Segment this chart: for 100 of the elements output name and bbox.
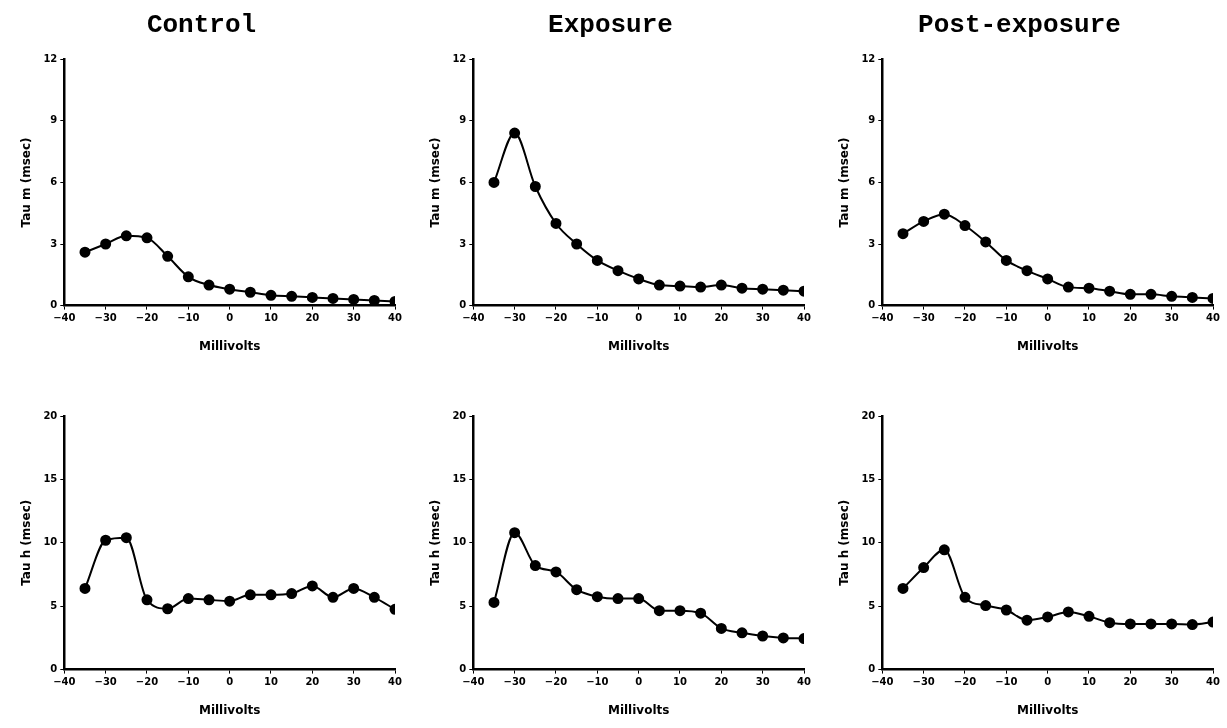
x-axis-title: Millivolts: [198, 702, 261, 717]
x-tick-label: 40: [797, 312, 811, 324]
point: [1166, 618, 1178, 630]
point: [715, 279, 727, 291]
x-tick-label: 10: [673, 676, 687, 688]
point: [488, 176, 500, 188]
point: [571, 584, 583, 596]
y-tick-label: 0: [459, 299, 467, 311]
y-tick-label: 15: [43, 472, 58, 484]
x-tick-label: −40: [871, 312, 894, 324]
x-tick-label: 30: [755, 312, 770, 324]
y-tick-label: 0: [50, 299, 58, 311]
x-tick-label: 20: [714, 676, 729, 688]
y-tick-label: 3: [50, 237, 58, 249]
x-tick-label: −20: [135, 312, 159, 324]
x-tick-label: −30: [94, 676, 117, 688]
point: [348, 582, 360, 594]
point: [162, 603, 174, 615]
point: [571, 238, 583, 250]
chart-title: Post-exposure: [918, 10, 1121, 41]
point: [529, 560, 541, 572]
x-tick-label: 10: [1082, 312, 1096, 324]
point: [141, 594, 153, 606]
x-tick-label: −20: [135, 676, 159, 688]
point: [1042, 273, 1054, 285]
point: [141, 232, 153, 244]
x-tick-label: 10: [1082, 676, 1096, 688]
x-tick-label: −30: [503, 312, 526, 324]
y-axis-title: Tau h (msec): [428, 499, 443, 586]
point: [674, 605, 686, 617]
point: [203, 279, 215, 291]
point: [695, 607, 707, 619]
point: [244, 589, 256, 601]
y-tick-label: 9: [868, 114, 876, 126]
y-tick-label: 5: [459, 599, 467, 611]
x-tick-label: −40: [462, 312, 485, 324]
x-tick-label: 40: [1206, 676, 1220, 688]
x-tick-label: 0: [226, 676, 234, 688]
x-tick-label: −10: [586, 676, 609, 688]
y-tick-label: 6: [50, 175, 58, 187]
point: [120, 230, 132, 242]
point: [1104, 617, 1116, 629]
point: [612, 593, 624, 605]
point: [306, 580, 318, 592]
y-axis-title: Tau h (msec): [837, 499, 852, 586]
x-tick-label: −20: [953, 312, 977, 324]
point: [980, 236, 992, 248]
point: [959, 591, 971, 603]
x-tick-label: −40: [462, 676, 485, 688]
x-tick-label: −10: [586, 312, 609, 324]
point: [529, 181, 541, 193]
x-tick-label: −10: [995, 312, 1018, 324]
x-tick-label: 40: [388, 312, 402, 324]
point: [1062, 606, 1074, 618]
x-tick-label: −10: [995, 676, 1018, 688]
point: [244, 286, 256, 298]
point: [1104, 285, 1116, 297]
point: [120, 532, 132, 544]
y-tick-label: 10: [861, 536, 876, 548]
point: [550, 217, 562, 229]
x-tick-label: −30: [94, 312, 117, 324]
point: [1145, 288, 1157, 300]
point: [918, 215, 930, 227]
point: [162, 250, 174, 262]
x-tick-label: −40: [53, 312, 76, 324]
x-tick-label: 30: [346, 676, 361, 688]
point: [612, 265, 624, 277]
point: [897, 228, 909, 240]
point: [1186, 619, 1198, 631]
point: [736, 282, 748, 294]
y-tick-label: 9: [459, 114, 467, 126]
x-tick-label: 20: [1123, 676, 1138, 688]
x-tick-label: −40: [53, 676, 76, 688]
x-tick-label: 40: [1206, 312, 1220, 324]
point: [1124, 288, 1136, 300]
x-tick-label: 0: [1044, 312, 1052, 324]
point: [265, 589, 277, 601]
x-axis-title: Millivolts: [1016, 702, 1079, 717]
y-tick-label: 3: [868, 237, 876, 249]
point: [286, 588, 298, 600]
point: [591, 254, 603, 266]
y-tick-label: 5: [50, 599, 58, 611]
point: [591, 591, 603, 603]
y-tick-label: 12: [43, 52, 58, 64]
x-tick-label: 0: [1044, 676, 1052, 688]
point: [327, 591, 339, 603]
y-tick-label: 5: [868, 599, 876, 611]
x-tick-label: −30: [503, 676, 526, 688]
x-axis-title: Millivolts: [198, 338, 261, 353]
point: [509, 527, 521, 539]
point: [777, 284, 789, 296]
point: [182, 271, 194, 283]
y-tick-label: 9: [50, 114, 58, 126]
x-axis-title: Millivolts: [1016, 338, 1079, 353]
y-tick-label: 12: [452, 52, 467, 64]
y-tick-label: 12: [861, 52, 876, 64]
point: [203, 594, 215, 606]
point: [1124, 618, 1136, 630]
x-tick-label: 10: [264, 676, 278, 688]
y-tick-label: 0: [868, 299, 876, 311]
